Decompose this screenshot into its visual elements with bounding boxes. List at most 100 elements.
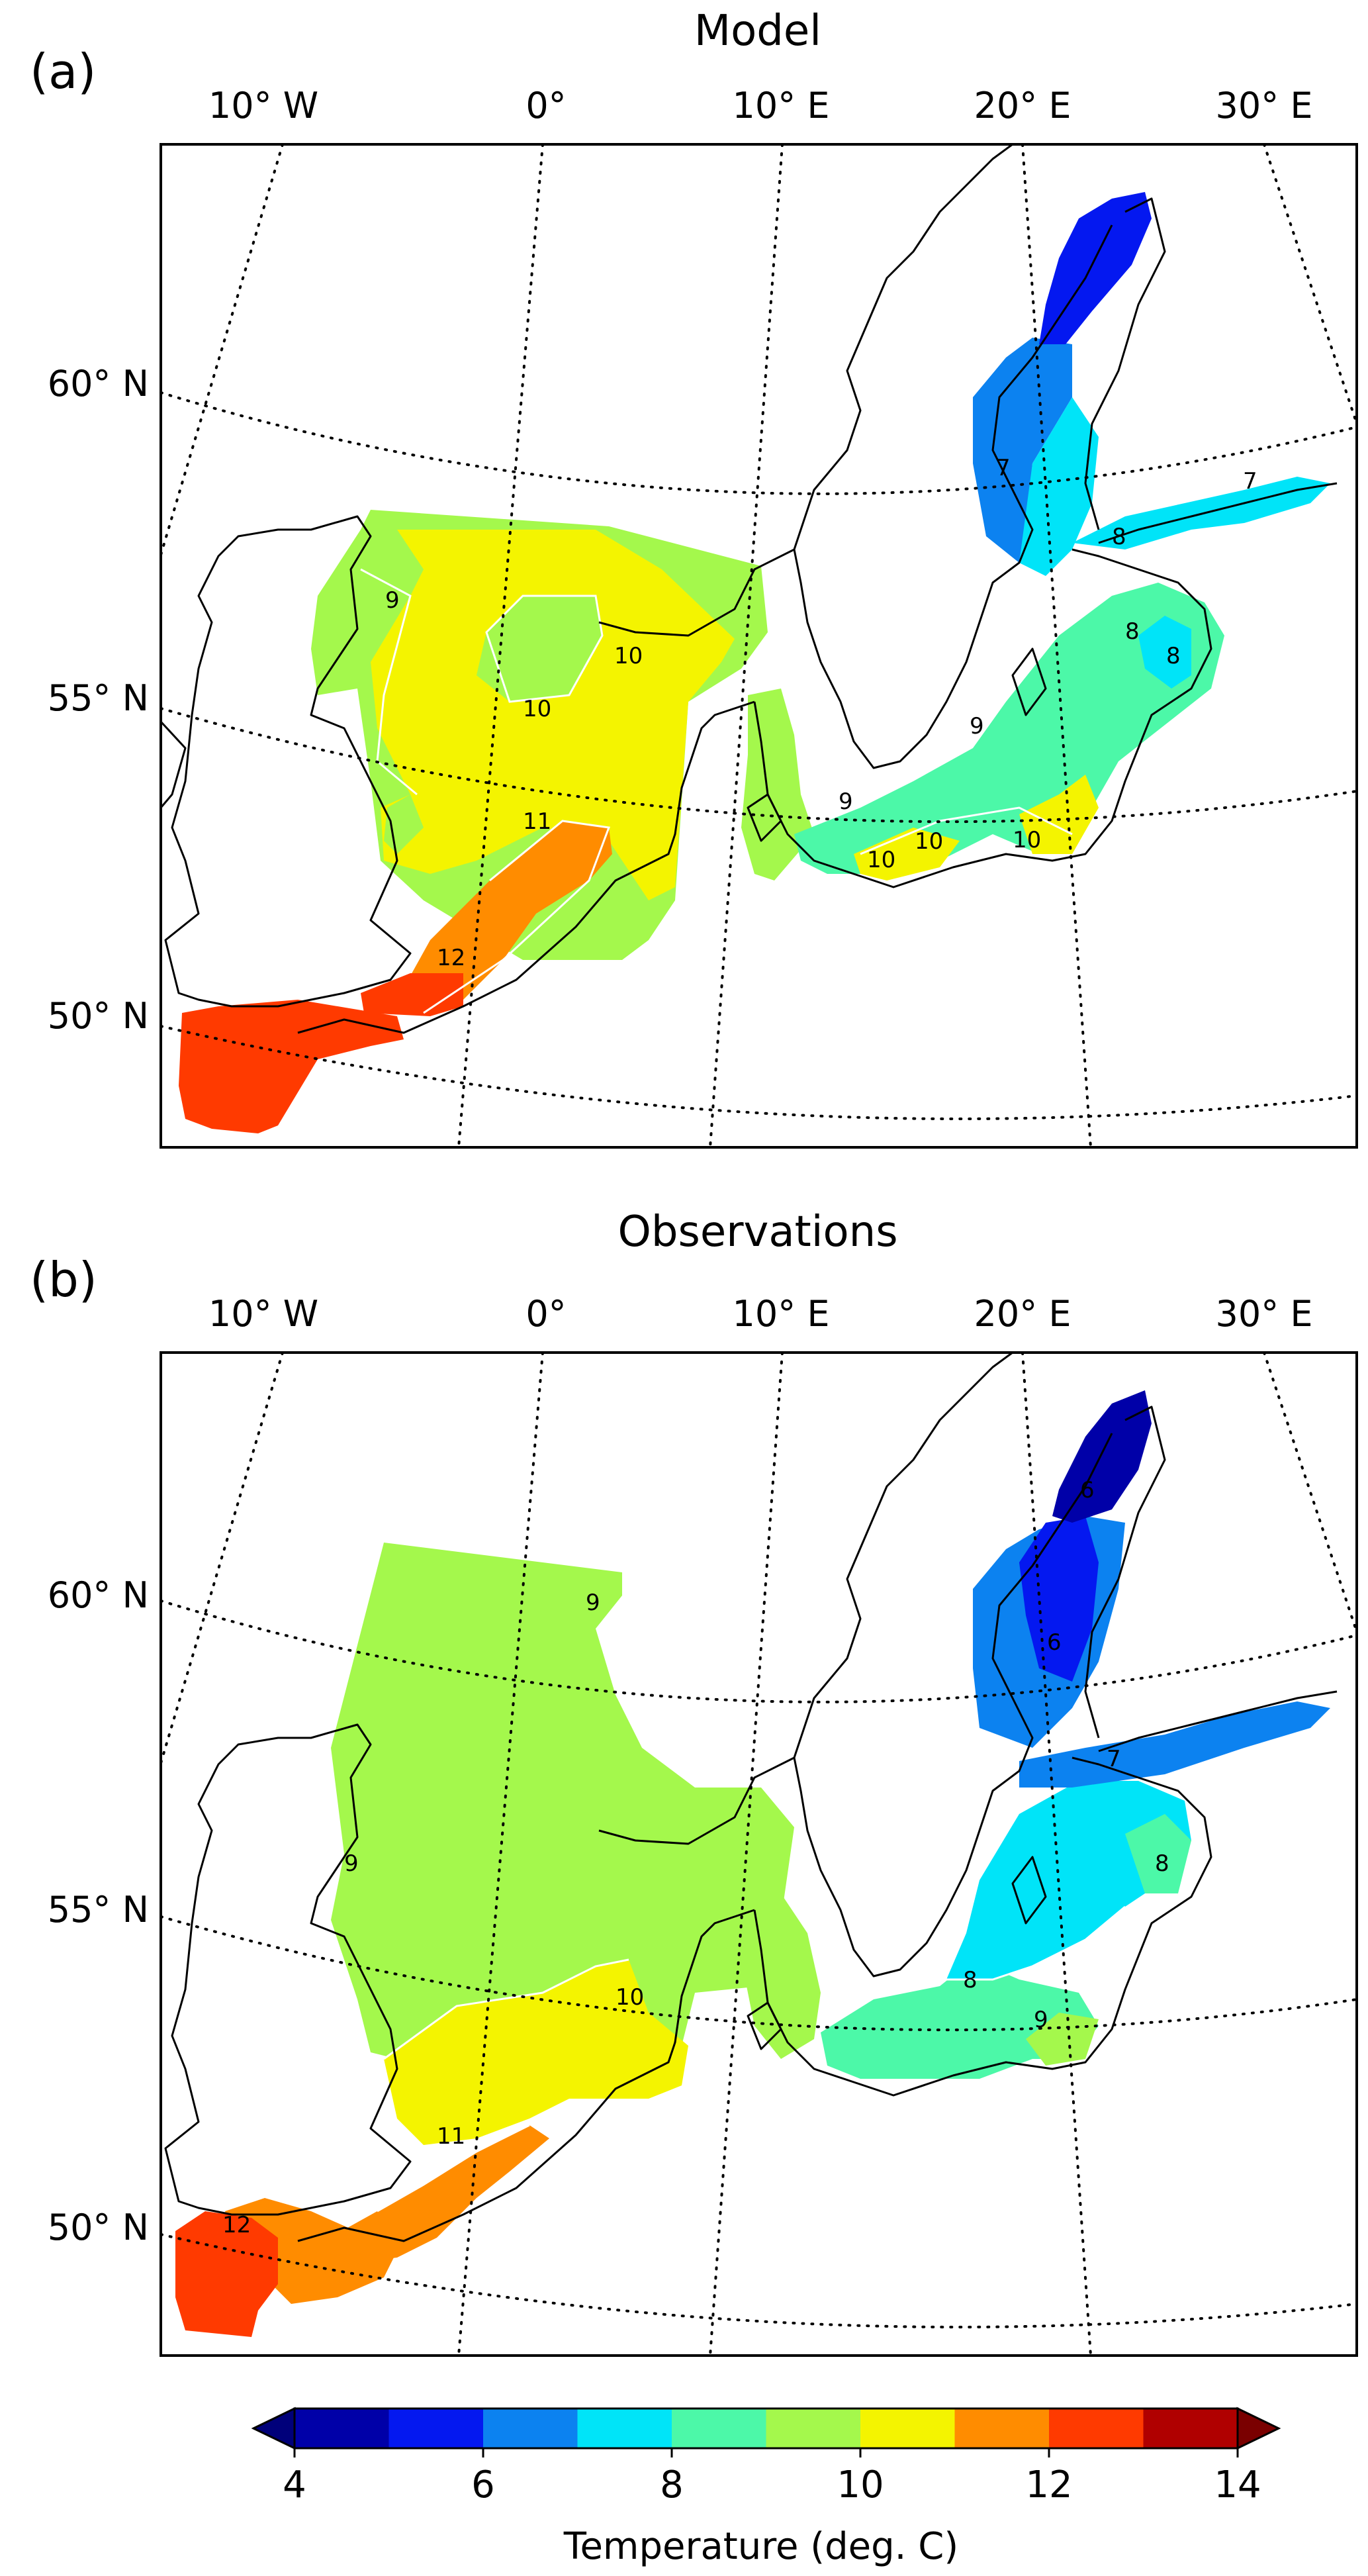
- panel-a-contour-label: 10: [614, 643, 643, 669]
- panel-a-contour-label: 10: [915, 828, 943, 855]
- panel-a-meridian: [1263, 143, 1358, 425]
- panel-b-coast-gulf-finland: [1098, 1690, 1338, 1752]
- panel-b-lat-label: 50° N: [48, 2207, 149, 2248]
- panel-a-coast-finland: [1084, 197, 1166, 530]
- panel-a-region-12-13-west: [179, 1000, 404, 1133]
- panel-b-coast-zealand: [747, 2001, 782, 2050]
- panel-a-contour-label: 10: [867, 847, 895, 873]
- panel-a-map: 9 10 10 11 12 9 10 10 10 7 8 8 8 7 9: [160, 143, 1358, 1149]
- panel-a-contour-label: 12: [437, 945, 465, 971]
- colorbar-tick-label: 10: [837, 2463, 884, 2506]
- panel-a-coast-norway: [598, 143, 1013, 637]
- panel-b-contour-label: 7: [1107, 1746, 1121, 1772]
- panel-b-contour-label: 9: [344, 1850, 359, 1877]
- panel-b-meridian: [1021, 1351, 1092, 2357]
- panel-b-coast-britain: [164, 1723, 412, 2216]
- colorbar-outline: [293, 2407, 1239, 2450]
- panel-a-contour-label: 8: [1112, 524, 1126, 550]
- panel-a-region-baltic-yellow: [854, 828, 960, 881]
- panel-a: (a) Model 10° W 0° 10° E 20° E 30° E 60°…: [30, 7, 1358, 1149]
- panel-a-lon-label: 30° E: [1216, 85, 1313, 126]
- panel-a-contour-baltic: [860, 806, 1073, 855]
- panel-a-contour-label: 9: [970, 713, 984, 739]
- panel-b-title: Observations: [617, 1208, 897, 1257]
- panel-b-region-gulf-riga: [1125, 1814, 1191, 1893]
- panel-a-lat-label: 60° N: [48, 363, 149, 405]
- panel-a-contour-label: 10: [523, 696, 551, 722]
- panel-b-parallel: [160, 1915, 1358, 2032]
- panel-a-lon-label: 0°: [525, 85, 566, 126]
- panel-a-title: Model: [694, 7, 821, 56]
- panel-b-contour-label: 8: [1155, 1850, 1169, 1877]
- colorbar-tick-label: 12: [1025, 2463, 1072, 2506]
- panel-a-parallel: [160, 1025, 1358, 1120]
- panel-b-coast-baltic-east: [753, 1756, 1212, 2097]
- panel-b-contour-10: [383, 1958, 629, 2060]
- panel-b-frame: [160, 1351, 1358, 2357]
- panel-b-contour-label: 9: [1034, 2007, 1048, 2033]
- panel-b-coastlines: [164, 1351, 1338, 2242]
- panel-a-coast-britain: [164, 515, 412, 1008]
- panel-b-graticule: [160, 1351, 1358, 2357]
- panel-b-meridian: [457, 1351, 544, 2357]
- panel-b-contour-11: [377, 2124, 530, 2213]
- panel-a-contour-9: [360, 568, 418, 796]
- panel-a-contour-label: 9: [385, 587, 400, 614]
- panel-b-region-baltic-9: [1026, 2013, 1099, 2066]
- panel-b-lon-label: 20° E: [974, 1293, 1072, 1335]
- panel-a-contour-label: 7: [1243, 468, 1257, 495]
- panel-a-contours: [360, 568, 1073, 1014]
- panel-a-coast-ireland: [160, 720, 187, 808]
- colorbar-tick-label: 6: [471, 2463, 495, 2506]
- panel-b-region-kattegat: [741, 1893, 821, 2059]
- panel-b-meridian: [709, 1351, 784, 2357]
- panel-b-contour-label: 6: [1080, 1477, 1095, 1503]
- colorbar-over-arrow: [1236, 2407, 1281, 2450]
- panel-a-contour-label: 9: [839, 788, 853, 815]
- colorbar-bin: [483, 2409, 578, 2448]
- panel-b-coast-sweden: [793, 1433, 1113, 1978]
- panel-a-region-bothnian-cyan: [1019, 397, 1099, 576]
- panel-a-coast-baltic-east: [753, 548, 1212, 888]
- panel-a-contour-label: 8: [1125, 618, 1140, 645]
- panel-a-region-gdansk: [1019, 775, 1099, 854]
- panel-a-contour-10: [485, 595, 604, 703]
- colorbar-bin: [1049, 2409, 1144, 2448]
- panel-b: (b) Observations 10° W 0° 10° E 20° E 30…: [30, 1208, 1358, 2357]
- panel-a-graticule: [160, 143, 1358, 1149]
- panel-b-contour-labels: 9 9 10 11 12 7 8 8 9 6 6: [222, 1477, 1169, 2238]
- colorbar-bin: [295, 2409, 389, 2448]
- panel-b-contour-label: 8: [963, 1967, 978, 1993]
- panel-a-region-baltic-south: [794, 583, 1224, 874]
- panel-b-meridian: [1263, 1351, 1358, 1633]
- panel-b-lat-label: 55° N: [48, 1889, 149, 1931]
- colorbar-tick-label: 4: [283, 2463, 306, 2506]
- colorbar-tick-label: 14: [1214, 2463, 1261, 2506]
- panel-b-lon-label: 10° W: [208, 1293, 318, 1335]
- colorbar-bin: [860, 2409, 955, 2448]
- panel-b-contour-8: [946, 1905, 1126, 1981]
- panel-a-contour-label: 11: [523, 808, 551, 835]
- panel-a-coast-sweden: [793, 224, 1113, 769]
- colorbar-tick-label: 8: [660, 2463, 684, 2506]
- panel-a-contour-11: [423, 820, 611, 1014]
- panel-b-lat-label: 60° N: [48, 1574, 149, 1616]
- panel-a-lon-label: 10° E: [733, 85, 830, 126]
- panel-b-contours: [377, 1905, 1126, 2213]
- panel-b-meridian: [160, 1351, 284, 1764]
- colorbar-bin: [954, 2409, 1049, 2448]
- panel-a-region-10-11: [371, 530, 735, 900]
- panel-a-coast-gotland: [1011, 647, 1047, 716]
- panel-a-frame: [160, 143, 1358, 1149]
- panel-b-lon-label: 30° E: [1216, 1293, 1313, 1335]
- colorbar-bin: [672, 2409, 766, 2448]
- panel-b-lon-label: 10° E: [733, 1293, 830, 1335]
- panel-b-coast-gotland: [1011, 1856, 1047, 1925]
- panel-b-lon-label: 0°: [525, 1293, 566, 1335]
- panel-a-meridian: [1021, 143, 1092, 1149]
- panel-b-region-baltic-cyan: [946, 1781, 1191, 1980]
- panel-b-contour-label: 9: [586, 1590, 600, 1616]
- panel-b-contour-label: 12: [222, 2212, 251, 2238]
- panel-b-contour-label: 11: [437, 2123, 465, 2150]
